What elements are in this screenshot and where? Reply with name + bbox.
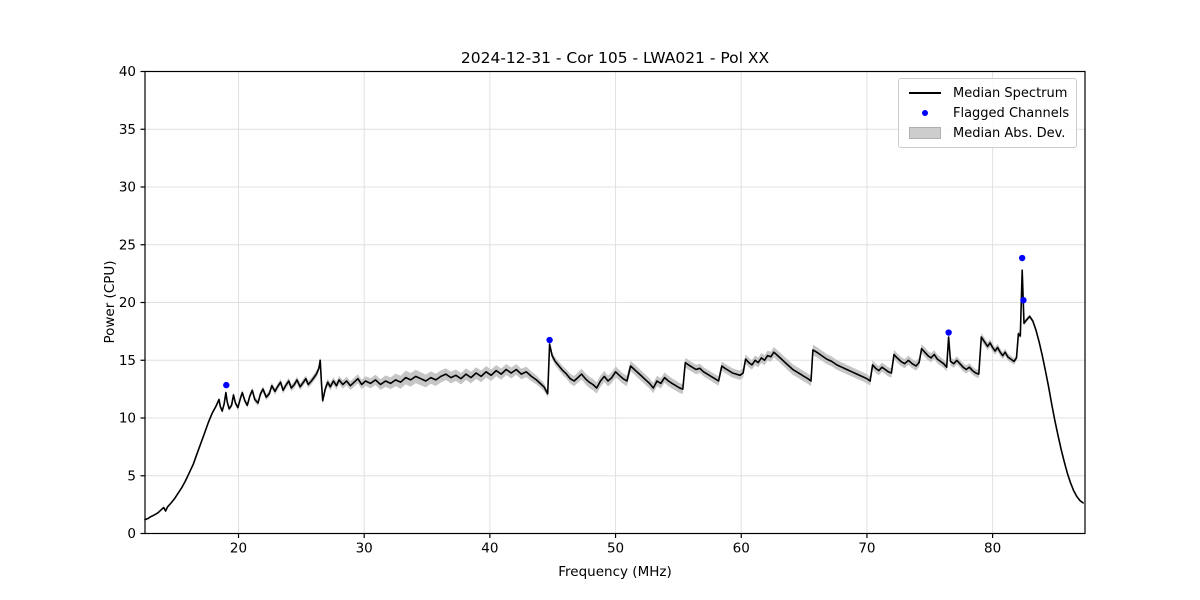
x-tick-label: 30 — [356, 541, 373, 557]
flagged-channel-dot — [223, 381, 230, 389]
x-tick-label: 20 — [230, 541, 247, 557]
x-tick-label: 70 — [858, 541, 875, 557]
legend-item-flagged-channels: Flagged Channels — [906, 103, 1070, 123]
legend-patch-swatch — [906, 127, 944, 139]
legend-item-median-spectrum: Median Spectrum — [906, 83, 1070, 103]
x-tick-label: 80 — [984, 541, 1001, 557]
flagged-channel-dot — [1018, 254, 1026, 262]
y-tick-label: 5 — [127, 468, 136, 484]
y-tick-label: 40 — [119, 64, 136, 80]
legend-line-swatch — [906, 92, 944, 94]
flagged-channel-dot — [1020, 296, 1027, 304]
legend-item-median-abs-dev: Median Abs. Dev. — [906, 123, 1070, 143]
chart-title: 2024-12-31 - Cor 105 - LWA021 - Pol XX — [460, 49, 770, 67]
flagged-channel-dot — [945, 329, 952, 336]
y-axis-label: Power (CPU) — [102, 260, 118, 344]
y-tick-label: 25 — [119, 237, 136, 253]
median-spectrum-line — [144, 269, 1084, 521]
x-tick-label: 60 — [733, 541, 750, 557]
y-tick-label: 10 — [119, 411, 136, 427]
x-tick-label: 40 — [481, 541, 498, 557]
x-tick-label: 50 — [607, 541, 624, 557]
y-tick-label: 20 — [119, 295, 136, 311]
legend-label: Median Spectrum — [953, 85, 1068, 101]
x-axis-label: Frequency (MHz) — [558, 564, 672, 580]
mad-band — [145, 267, 1084, 520]
y-tick-label: 15 — [119, 353, 136, 369]
legend-label: Flagged Channels — [953, 105, 1070, 121]
flagged-channel-dot — [546, 336, 553, 344]
y-tick-label: 30 — [119, 180, 136, 196]
legend: Median Spectrum Flagged Channels Median … — [898, 78, 1077, 148]
legend-dot-swatch — [906, 110, 944, 116]
y-tick-label: 35 — [119, 122, 136, 138]
legend-label: Median Abs. Dev. — [953, 125, 1066, 141]
y-tick-label: 0 — [127, 526, 136, 542]
